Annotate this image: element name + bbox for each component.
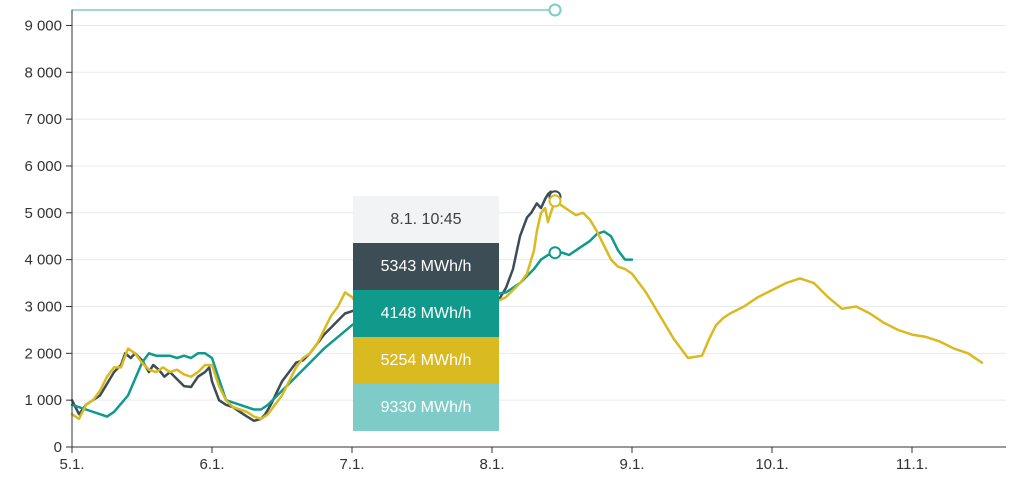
- hover-tooltip: 8.1. 10:45 5343 MWh/h 4148 MWh/h 5254 MW…: [353, 196, 499, 431]
- y-tick-label: 2 000: [24, 345, 62, 362]
- hover-markers: [548, 3, 562, 260]
- hover-marker-forecast_a: [548, 246, 562, 260]
- y-tick-label: 5 000: [24, 205, 62, 222]
- x-tick-label: 6.1.: [199, 456, 224, 473]
- series-line-forecast_b: [70, 199, 984, 421]
- x-tick-label: 10.1.: [755, 456, 788, 473]
- axes: [71, 10, 1006, 448]
- tooltip-value-capacity: 9330 MWh/h: [353, 384, 499, 431]
- tooltip-value-forecast-b: 5254 MWh/h: [353, 337, 499, 384]
- x-tick-label: 11.1.: [896, 456, 928, 473]
- x-tick-label: 8.1.: [479, 456, 504, 473]
- series-lines: [70, 9, 984, 423]
- tooltip-value-actual: 5343 MWh/h: [353, 243, 499, 290]
- y-tick-label: 7 000: [24, 111, 62, 128]
- y-axis-ticks: 0 1 000 2 000 3 000 4 000 5 000 6 000 7 000 8 00…: [24, 17, 72, 456]
- x-tick-label: 5.1.: [59, 456, 84, 473]
- grid-lines: [72, 24, 1006, 401]
- hover-marker-capacity: [548, 3, 562, 17]
- y-tick-label: 0: [54, 439, 62, 456]
- series-line-forecast_a: [70, 230, 634, 418]
- y-tick-label: 8 000: [24, 64, 62, 81]
- y-tick-label: 9 000: [24, 17, 62, 34]
- hover-marker-forecast_b: [548, 194, 562, 208]
- x-tick-label: 9.1.: [619, 456, 644, 473]
- y-tick-label: 1 000: [24, 392, 62, 409]
- y-tick-label: 6 000: [24, 158, 62, 175]
- tooltip-date: 8.1. 10:45: [353, 196, 499, 243]
- x-axis-ticks: 5.1. 6.1. 7.1. 8.1. 9.1. 10.1. 11.1.: [59, 447, 928, 473]
- y-tick-label: 4 000: [24, 252, 62, 269]
- tooltip-value-forecast-a: 4148 MWh/h: [353, 290, 499, 337]
- y-tick-label: 3 000: [24, 298, 62, 315]
- x-tick-label: 7.1.: [339, 456, 364, 473]
